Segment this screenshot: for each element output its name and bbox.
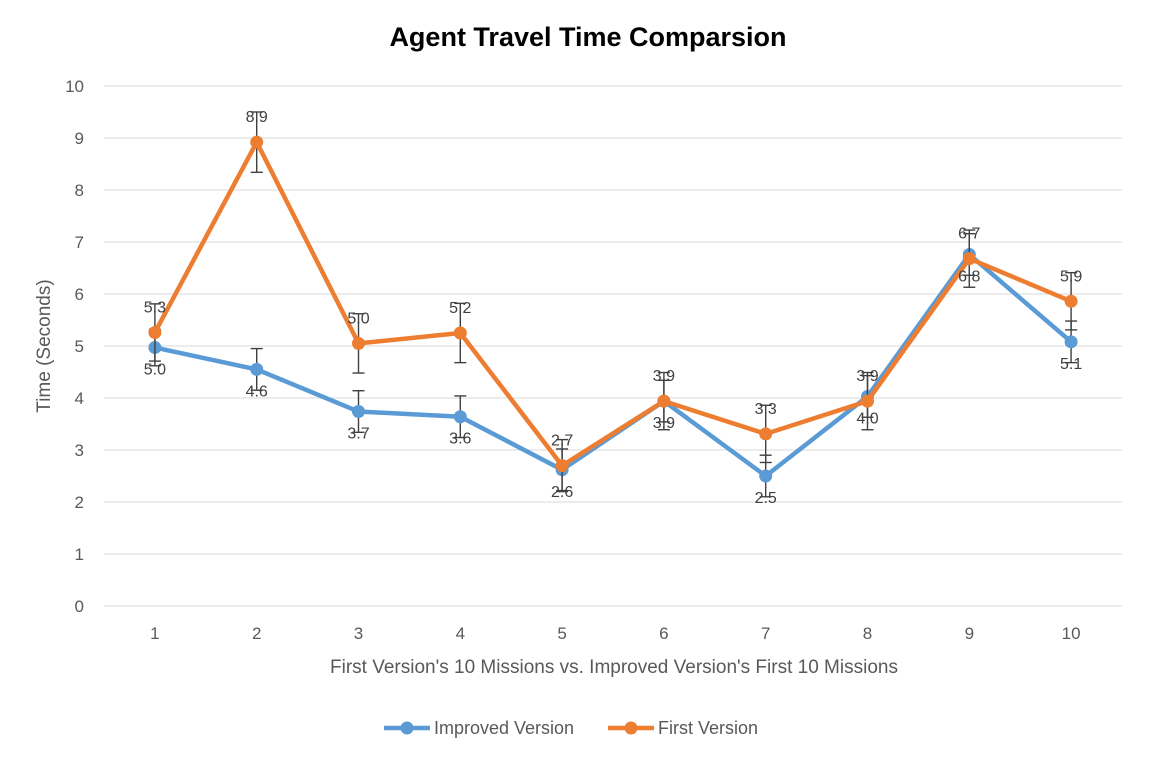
legend-item: Improved Version xyxy=(384,718,574,738)
x-tick-label: 3 xyxy=(354,624,363,643)
x-tick-label: 1 xyxy=(150,624,159,643)
data-label: 5.0 xyxy=(347,310,369,327)
y-tick-label: 1 xyxy=(75,545,84,564)
x-tick-label: 9 xyxy=(965,624,974,643)
legend-label: First Version xyxy=(658,718,758,738)
series-line xyxy=(154,252,1073,479)
legend: Improved Version First Version xyxy=(384,718,758,738)
data-label: 5.9 xyxy=(1060,268,1082,285)
y-tick-label: 3 xyxy=(75,441,84,460)
chart-title: Agent Travel Time Comparsion xyxy=(389,22,786,52)
data-label: 3.9 xyxy=(653,415,675,432)
y-tick-label: 4 xyxy=(75,389,84,408)
x-axis-title: First Version's 10 Missions vs. Improved… xyxy=(330,657,898,678)
x-tick-label: 4 xyxy=(456,624,465,643)
gridlines xyxy=(104,85,1122,607)
data-label: 5.0 xyxy=(144,362,166,379)
data-label: 3.9 xyxy=(653,368,675,385)
data-label: 8.9 xyxy=(246,109,268,126)
x-tick-label: 7 xyxy=(761,624,770,643)
data-label: 5.1 xyxy=(1060,356,1082,373)
series-line xyxy=(152,139,1072,468)
series-first-version xyxy=(148,111,1078,493)
legend-marker xyxy=(400,721,414,735)
x-tick-label: 10 xyxy=(1062,624,1081,643)
data-point xyxy=(453,326,467,340)
series-improved-version xyxy=(148,232,1078,498)
y-tick-label: 6 xyxy=(75,285,84,304)
data-label: 2.6 xyxy=(551,484,573,501)
data-point xyxy=(250,135,264,149)
data-point xyxy=(962,252,976,266)
data-point xyxy=(352,405,365,419)
data-point xyxy=(1064,335,1078,349)
y-tick-label: 2 xyxy=(75,493,84,512)
data-label: 5.2 xyxy=(449,300,471,317)
data-label: 4.0 xyxy=(856,410,878,427)
data-point xyxy=(148,325,162,339)
data-label: 3.6 xyxy=(449,431,471,448)
data-label: 3.9 xyxy=(856,368,878,385)
y-tick-label: 7 xyxy=(75,233,84,252)
data-point xyxy=(759,427,773,441)
data-label: 2.7 xyxy=(551,433,573,450)
data-point xyxy=(555,459,569,473)
data-point xyxy=(657,394,671,408)
data-label: 4.6 xyxy=(246,383,268,400)
data-point xyxy=(759,469,773,483)
data-label: 3.7 xyxy=(347,426,369,443)
y-axis-title: Time (Seconds) xyxy=(34,279,55,412)
data-point xyxy=(861,394,874,408)
series-layer xyxy=(148,111,1078,498)
y-axis-ticks: 0 1 2 3 4 5 6 7 8 9 10 xyxy=(65,77,84,616)
data-label: 2.5 xyxy=(755,490,777,507)
data-labels: 5.0 4.6 3.7 3.6 2.6 3.9 2.5 4.0 6.8 5.1 5.3 8.9 5.0 5… xyxy=(144,109,1083,507)
legend-marker xyxy=(624,721,638,735)
data-point xyxy=(352,336,365,350)
y-tick-label: 0 xyxy=(75,597,84,616)
data-label: 6.7 xyxy=(958,226,980,243)
y-tick-label: 8 xyxy=(75,181,84,200)
y-tick-label: 9 xyxy=(75,129,84,148)
x-axis-ticks: 1 2 3 4 5 6 7 8 9 10 xyxy=(150,624,1080,643)
data-point xyxy=(1064,294,1078,308)
y-tick-label: 5 xyxy=(75,337,84,356)
data-label: 3.3 xyxy=(755,401,777,418)
x-tick-label: 2 xyxy=(252,624,261,643)
data-label: 5.3 xyxy=(144,299,166,316)
x-tick-label: 6 xyxy=(659,624,668,643)
x-tick-label: 8 xyxy=(863,624,872,643)
legend-label: Improved Version xyxy=(434,718,574,738)
y-tick-label: 10 xyxy=(65,77,84,96)
data-point xyxy=(453,410,467,424)
legend-item: First Version xyxy=(608,718,758,738)
data-label: 6.8 xyxy=(958,268,980,285)
x-tick-label: 5 xyxy=(557,624,566,643)
data-point xyxy=(250,362,264,376)
